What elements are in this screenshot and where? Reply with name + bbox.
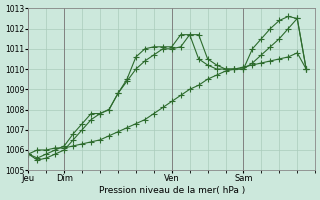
X-axis label: Pression niveau de la mer( hPa ): Pression niveau de la mer( hPa ) [99,186,245,195]
